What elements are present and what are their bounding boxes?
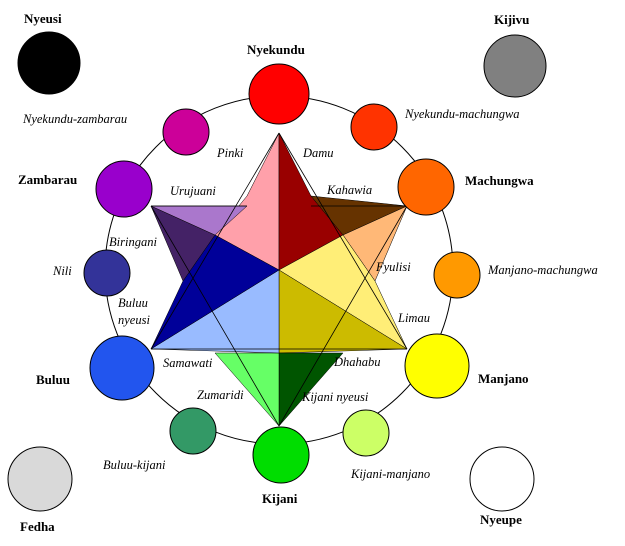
- circle-kijivu: [483, 34, 547, 98]
- circle-buluu-kijani: [169, 407, 217, 455]
- label-manjano: Manjano: [478, 371, 529, 386]
- label-pinki: Pinki: [216, 146, 244, 160]
- label-samawati: Samawati: [163, 356, 213, 370]
- label-kijani-nyeusi: Kijani nyeusi: [301, 390, 369, 404]
- label-fyulisi: Fyulisi: [375, 260, 411, 274]
- label-zambarau: Zambarau: [18, 172, 77, 187]
- label-manjano-machungwa: Manjano-machungwa: [487, 263, 598, 277]
- circle-nili: [83, 249, 131, 297]
- label-buluu-kijani: Buluu-kijani: [103, 458, 166, 472]
- circle-nyekundu-zambarau: [162, 108, 210, 156]
- label-nyekundu-machungwa: Nyekundu-machungwa: [404, 107, 520, 121]
- label-nili: Nili: [52, 264, 72, 278]
- label-buluu-nyeusi-line1: Buluu: [118, 296, 148, 310]
- circle-zambarau: [95, 160, 153, 218]
- label-nyeusi: Nyeusi: [24, 11, 62, 26]
- label-nyeupe: Nyeupe: [480, 512, 522, 527]
- label-urujuani: Urujuani: [170, 184, 216, 198]
- circle-manjano: [404, 333, 470, 399]
- label-kijivu: Kijivu: [494, 12, 529, 27]
- label-zumaridi: Zumaridi: [197, 388, 244, 402]
- label-biringani: Biringani: [109, 235, 157, 249]
- segment-zumaridi: [214, 352, 280, 427]
- label-buluu-nyeusi-line2: nyeusi: [118, 313, 150, 327]
- circle-machungwa: [397, 158, 455, 216]
- circle-nyeupe: [469, 446, 535, 512]
- label-machungwa: Machungwa: [465, 173, 534, 188]
- hexagram-outline: [150, 132, 408, 427]
- label-buluu: Buluu: [36, 372, 70, 387]
- label-dhahabu: Dhahabu: [333, 355, 381, 369]
- label-limau: Limau: [397, 311, 430, 325]
- label-kijani-manjano: Kijani-manjano: [350, 467, 430, 481]
- circle-buluu: [89, 335, 155, 401]
- label-kijani: Kijani: [262, 491, 298, 506]
- label-damu: Damu: [302, 146, 334, 160]
- circle-nyeusi: [17, 31, 81, 95]
- circle-kijani: [252, 426, 310, 484]
- label-nyekundu-zambarau: Nyekundu-zambarau: [22, 112, 127, 126]
- label-fedha: Fedha: [20, 519, 55, 534]
- circle-nyekundu: [248, 63, 310, 125]
- circle-fedha: [7, 446, 73, 512]
- circle-nyekundu-machungwa: [350, 103, 398, 151]
- circle-manjano-machungwa: [433, 251, 481, 299]
- circle-kijani-manjano: [342, 409, 390, 457]
- label-nyekundu: Nyekundu: [247, 42, 305, 57]
- label-kahawia: Kahawia: [326, 183, 372, 197]
